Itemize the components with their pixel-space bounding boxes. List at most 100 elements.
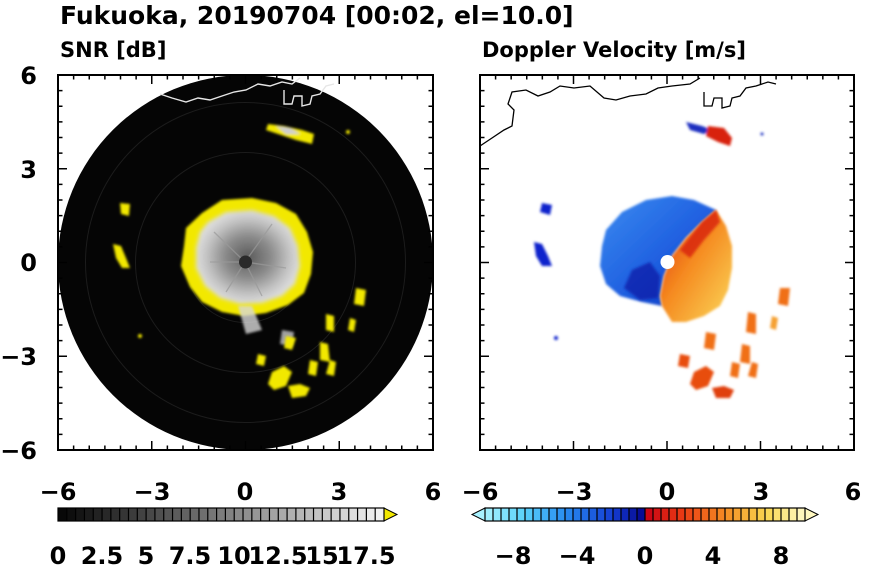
doppler-colorbar-label: 8	[773, 542, 790, 570]
snr-ytick-label: −3	[0, 343, 37, 371]
snr-ytick-label: 3	[20, 156, 37, 184]
doppler-colorbar-cell	[781, 508, 790, 521]
snr-axis-ticks	[57, 74, 434, 451]
doppler-radar-site	[660, 255, 675, 269]
snr-colorbar-cell	[243, 508, 253, 521]
doppler-xtick-label: 0	[659, 478, 676, 506]
snr-colorbar-cell	[357, 508, 367, 521]
snr-panel-title: SNR [dB]	[60, 38, 166, 62]
doppler-colorbar-cell	[701, 508, 710, 521]
snr-colorbar-cell	[137, 508, 147, 521]
doppler-colorbar-cell	[613, 508, 622, 521]
doppler-colorbar-cell	[741, 508, 750, 521]
doppler-colorbar-cell	[533, 508, 542, 521]
doppler-colorbar-label: 4	[705, 542, 722, 570]
doppler-colorbar-cell	[645, 508, 654, 521]
doppler-colorbar-cell	[789, 508, 798, 521]
snr-colorbar-cell	[375, 508, 385, 521]
doppler-colorbar-cell	[493, 508, 502, 521]
snr-colorbar-cell	[190, 508, 200, 521]
snr-y-tick-labels: 6 3 0 −3 −6	[0, 62, 37, 465]
doppler-panel: Doppler Velocity [m/s]	[462, 38, 862, 570]
doppler-colorbar-label: −8	[495, 542, 532, 570]
snr-colorbar-label: 12.5	[248, 542, 307, 570]
doppler-colorbar-cell	[621, 508, 630, 521]
snr-colorbar-cell	[278, 508, 288, 521]
doppler-xtick-label: −3	[556, 478, 593, 506]
snr-colorbar-cells	[58, 508, 385, 521]
doppler-colorbar-cell	[549, 508, 558, 521]
snr-colorbar-cell	[269, 508, 279, 521]
doppler-colorbar-cell	[797, 508, 806, 521]
snr-panel: SNR [dB]	[0, 38, 441, 570]
doppler-colorbar-label: −4	[559, 542, 596, 570]
doppler-colorbar-max-extension	[804, 507, 820, 522]
snr-colorbar-label: 10	[217, 542, 250, 570]
snr-colorbar-frame	[57, 507, 385, 522]
doppler-colorbar-cell	[669, 508, 678, 521]
snr-colorbar-cell	[225, 508, 235, 521]
snr-colorbar-cell	[163, 508, 173, 521]
doppler-west-cells	[534, 203, 558, 340]
doppler-colorbar-cell	[589, 508, 598, 521]
doppler-colorbar-label: 0	[637, 542, 654, 570]
snr-xtick-label: 0	[237, 478, 254, 506]
snr-colorbar-labels: 0 2.5 5 7.5 10 12.5 15 17.5	[50, 542, 396, 570]
snr-colorbar-cell	[75, 508, 85, 521]
snr-colorbar-cell	[146, 508, 156, 521]
doppler-colorbar-cell	[653, 508, 662, 521]
snr-colorbar-cell	[234, 508, 244, 521]
snr-colorbar-cell	[295, 508, 306, 521]
snr-colorbar-cell	[84, 508, 94, 521]
doppler-colorbar-cell	[725, 508, 734, 521]
doppler-colorbar-cell	[597, 508, 606, 521]
snr-colorbar-cell	[58, 508, 68, 521]
snr-colorbar-cell	[154, 508, 165, 521]
doppler-colorbar-cell	[637, 508, 646, 521]
snr-colorbar-cell	[66, 508, 77, 521]
snr-xtick-label: 6	[425, 478, 442, 506]
snr-colorbar-cell	[119, 508, 129, 521]
snr-xtick-label: −6	[40, 478, 77, 506]
snr-colorbar-label: 15	[305, 542, 338, 570]
snr-colorbar-cell	[322, 508, 332, 521]
doppler-central-receding	[660, 210, 732, 322]
snr-xtick-label: −3	[134, 478, 171, 506]
doppler-colorbar-cell	[485, 508, 494, 521]
snr-colorbar-label: 5	[138, 542, 155, 570]
doppler-northeast-cluster	[686, 122, 764, 146]
snr-ytick-label: 6	[20, 62, 37, 90]
doppler-xtick-label: 3	[753, 478, 770, 506]
snr-plot-area	[58, 75, 433, 450]
doppler-colorbar-cell	[773, 508, 782, 521]
snr-colorbar-label: 7.5	[169, 542, 212, 570]
doppler-colorbar-cell	[709, 508, 718, 521]
doppler-plot-area	[480, 75, 854, 450]
snr-ytick-label: −6	[0, 437, 37, 465]
snr-colorbar-cell	[181, 508, 191, 521]
doppler-colorbar-cell	[733, 508, 742, 521]
snr-colorbar-cell	[172, 508, 182, 521]
snr-colorbar-cell	[102, 508, 112, 521]
snr-colorbar-cell	[304, 508, 314, 521]
snr-colorbar-cell	[93, 508, 103, 521]
doppler-colorbar-cell	[557, 508, 566, 521]
snr-colorbar-label: 2.5	[81, 542, 124, 570]
snr-colorbar-cell	[287, 508, 297, 521]
snr-colorbar-cell	[366, 508, 376, 521]
doppler-colorbar-cell	[525, 508, 534, 521]
snr-xtick-label: 3	[331, 478, 348, 506]
doppler-colorbar-cells	[485, 508, 806, 521]
doppler-colorbar-cell	[693, 508, 702, 521]
doppler-colorbar-cell	[629, 508, 638, 521]
doppler-colorbar-cell	[509, 508, 518, 521]
doppler-colorbar-cell	[749, 508, 758, 521]
snr-colorbar-cell	[251, 508, 262, 521]
snr-southeast-cells	[138, 288, 366, 398]
snr-west-cells	[113, 203, 130, 268]
doppler-colorbar-cell	[717, 508, 726, 521]
snr-colorbar-max-extension	[383, 507, 399, 522]
doppler-panel-title: Doppler Velocity [m/s]	[482, 38, 746, 62]
doppler-colorbar-cell	[517, 508, 526, 521]
snr-coastline	[159, 77, 335, 107]
